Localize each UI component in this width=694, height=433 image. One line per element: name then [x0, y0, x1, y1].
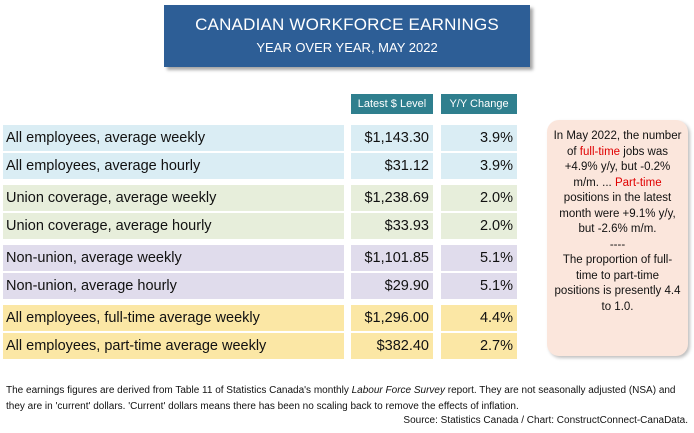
footer-text-a: The earnings figures are derived from Ta…	[6, 385, 352, 396]
row-level-value: $1,296.00	[351, 305, 433, 331]
row-yoy-value: 5.1%	[441, 273, 517, 299]
row-label: Non-union, average hourly	[3, 273, 344, 299]
footer-italic: Labour Force Survey	[351, 385, 445, 396]
row-level-value: $29.90	[351, 273, 433, 299]
row-label: Union coverage, average hourly	[3, 213, 344, 239]
note-text-3: positions in the latest month were +9.1%…	[559, 192, 676, 235]
row-level-value: $1,143.30	[351, 125, 433, 151]
footer-text-b: report. They are not seasonally adjusted…	[6, 385, 676, 412]
row-level-value: $382.40	[351, 333, 433, 359]
note-text-4: The proportion of full-time to part-time…	[554, 254, 681, 313]
note-parttime: Part-time	[614, 176, 662, 189]
note-box: In May 2022, the number of full-time job…	[547, 120, 688, 356]
column-header-yoy: Y/Y Change	[441, 94, 517, 114]
row-label: All employees, part-time average weekly	[3, 333, 344, 359]
row-yoy-value: 2.7%	[441, 333, 517, 359]
row-yoy-value: 4.4%	[441, 305, 517, 331]
title-box: CANADIAN WORKFORCE EARNINGS YEAR OVER YE…	[164, 5, 530, 67]
note-text-1: In May 2022, the number of	[553, 130, 682, 158]
row-label: All employees, average weekly	[3, 125, 344, 151]
note-divider: ----	[609, 238, 626, 251]
source-line: Source: Statistics Canada / Chart: Const…	[403, 415, 688, 426]
note-text-2: jobs was +4.9% y/y, but -0.2% m/m. ...	[564, 145, 671, 189]
row-level-value: $33.93	[351, 213, 433, 239]
chart-subtitle: YEAR OVER YEAR, MAY 2022	[256, 40, 438, 55]
row-label: Non-union, average weekly	[3, 245, 344, 271]
row-label: Union coverage, average weekly	[3, 185, 344, 211]
row-yoy-value: 2.0%	[441, 185, 517, 211]
column-header-level: Latest $ Level	[351, 94, 433, 114]
row-yoy-value: 5.1%	[441, 245, 517, 271]
row-level-value: $1,101.85	[351, 245, 433, 271]
row-level-value: $31.12	[351, 153, 433, 179]
row-label: All employees, average hourly	[3, 153, 344, 179]
row-yoy-value: 3.9%	[441, 125, 517, 151]
note-fulltime: full-time	[579, 145, 621, 158]
footer-note: The earnings figures are derived from Ta…	[6, 383, 690, 415]
row-label: All employees, full-time average weekly	[3, 305, 344, 331]
row-yoy-value: 3.9%	[441, 153, 517, 179]
chart-title: CANADIAN WORKFORCE EARNINGS	[195, 15, 499, 34]
row-level-value: $1,238.69	[351, 185, 433, 211]
row-yoy-value: 2.0%	[441, 213, 517, 239]
